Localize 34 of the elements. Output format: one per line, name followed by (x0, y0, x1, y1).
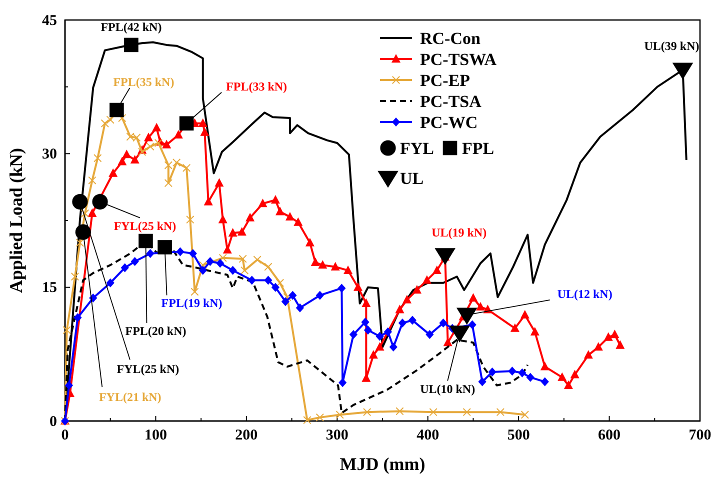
annotation: FPL(42 kN) (100, 20, 162, 34)
x-tick-label: 200 (235, 428, 258, 444)
x-tick-label: 0 (61, 428, 69, 444)
annotation: FYL(25 kN) (116, 362, 180, 376)
legend-label: PC-TSWA (420, 50, 498, 69)
annotation: FPL(20 kN) (125, 324, 186, 338)
legend-label: UL (400, 169, 424, 188)
x-tick-label: 400 (416, 428, 440, 444)
annotation: FYL(25 kN) (114, 218, 176, 233)
y-axis-title: Applied Load (kN) (6, 148, 26, 294)
x-tick-label: 300 (326, 428, 348, 444)
y-tick-label: 15 (42, 280, 57, 296)
x-axis-title: MJD (mm) (340, 454, 426, 474)
x-tick-label: 100 (144, 428, 167, 444)
annotation: UL(10 kN) (420, 382, 476, 396)
y-tick-label: 0 (50, 414, 57, 430)
x-tick-label: 700 (688, 428, 712, 444)
legend-label: PC-EP (420, 71, 470, 90)
annotation: FPL(33 kN) (226, 79, 288, 94)
annotation: UL(39 kN) (644, 38, 700, 53)
x-tick-label: 500 (507, 428, 530, 444)
annotation: FPL(19 kN) (161, 296, 222, 310)
y-tick-label: 30 (42, 146, 57, 162)
annotation: FPL(35 kN) (113, 75, 174, 89)
legend-label: PC-WC (420, 113, 478, 132)
annotation: FYL(21 kN) (98, 390, 162, 404)
legend-label: FYL (400, 139, 434, 158)
y-tick-label: 45 (42, 12, 57, 29)
x-tick-label: 600 (598, 428, 621, 444)
legend-label: PC-TSA (420, 92, 482, 111)
annotation: UL(19 kN) (432, 225, 487, 240)
annotation: UL(12 kN) (557, 286, 612, 301)
legend-label: FPL (462, 139, 494, 158)
legend-label: RC-Con (420, 29, 481, 48)
